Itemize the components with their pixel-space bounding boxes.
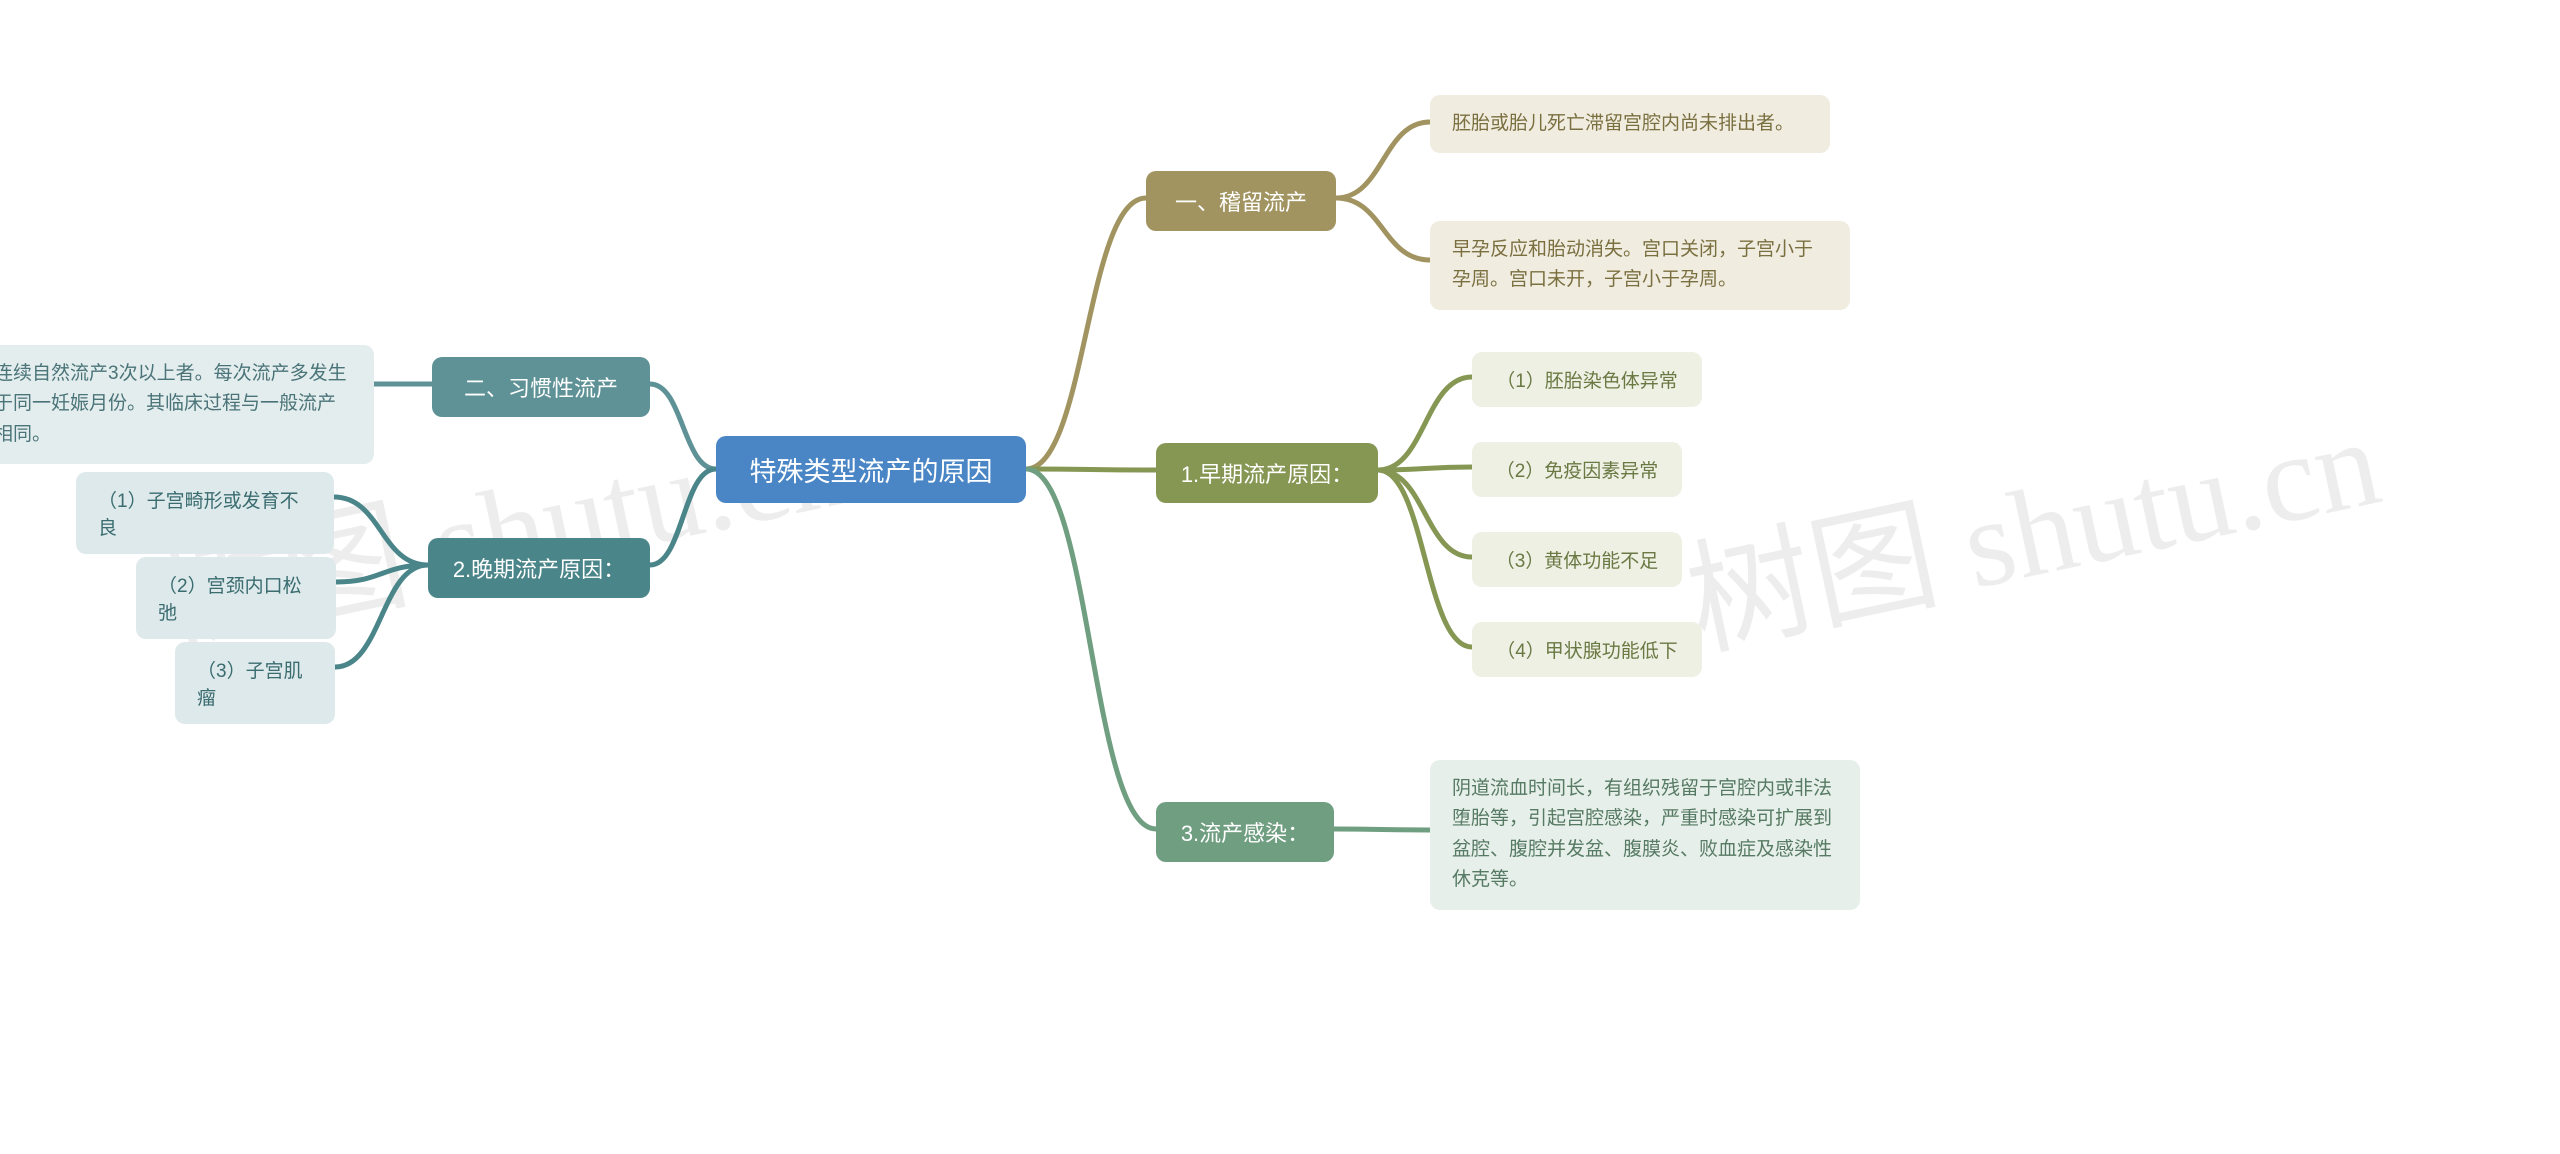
branch-5: 2.晚期流产原因：: [428, 538, 650, 598]
branch-3: 3.流产感染：: [1156, 802, 1334, 862]
root: 特殊类型流产的原因: [716, 436, 1026, 503]
wm-right: 树图 shutu.cn: [1669, 359, 2393, 682]
branch-3-leaf-0: 阴道流血时间长，有组织残留于宫腔内或非法堕胎等，引起宫腔感染，严重时感染可扩展到…: [1430, 760, 1860, 910]
branch-4: 二、习惯性流产: [432, 357, 650, 417]
branch-2-leaf-0: （1）胚胎染色体异常: [1472, 352, 1702, 407]
branch-5-leaf-2: （3）子宫肌瘤: [175, 642, 335, 724]
branch-1: 一、稽留流产: [1146, 171, 1336, 231]
branch-4-leaf-0: 连续自然流产3次以上者。每次流产多发生于同一妊娠月份。其临床过程与一般流产相同。: [0, 345, 374, 464]
branch-5-leaf-1: （2）宫颈内口松弛: [136, 557, 336, 639]
branch-2-leaf-3: （4）甲状腺功能低下: [1472, 622, 1702, 677]
branch-5-leaf-0: （1）子宫畸形或发育不良: [76, 472, 334, 554]
branch-1-leaf-0: 胚胎或胎儿死亡滞留宫腔内尚未排出者。: [1430, 95, 1830, 153]
branch-2-leaf-2: （3）黄体功能不足: [1472, 532, 1682, 587]
branch-2: 1.早期流产原因：: [1156, 443, 1378, 503]
branch-1-leaf-1: 早孕反应和胎动消失。宫口关闭，子宫小于孕周。宫口未开，子宫小于孕周。: [1430, 221, 1850, 310]
branch-2-leaf-1: （2）免疫因素异常: [1472, 442, 1682, 497]
